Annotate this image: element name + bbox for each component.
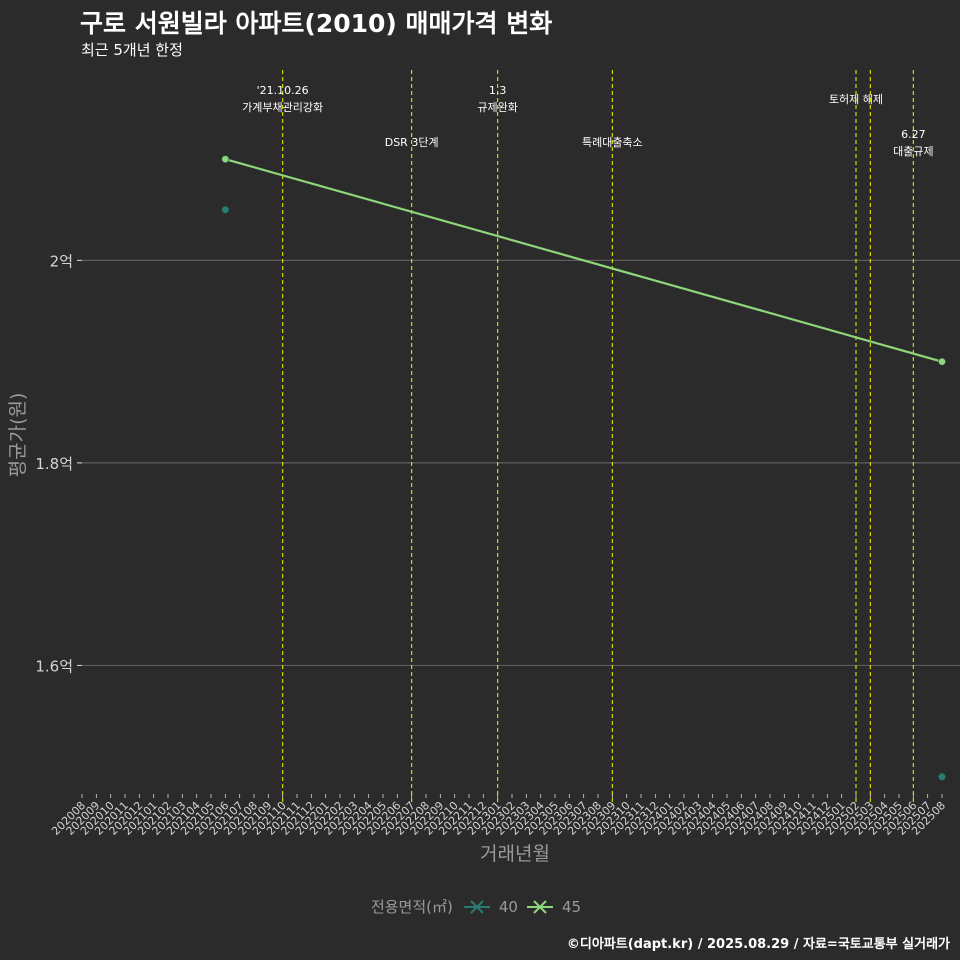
x-axis-ticks: 2020082020092020102020112020122021012021…	[49, 794, 948, 838]
y-tick-label-0: 1.6억	[35, 657, 73, 675]
event-label-2: 1.3	[489, 84, 507, 97]
legend-label-45: 45	[561, 897, 582, 916]
legend-label-40: 40	[498, 897, 518, 916]
data-point-40-1	[938, 772, 946, 781]
y-tick-label-2: 2억	[50, 252, 73, 270]
event-sublabel-6: 대출규제	[893, 145, 933, 158]
data-point-45-1	[938, 357, 946, 366]
chart-subtitle: 최근 5개년 한정	[81, 41, 183, 59]
series-marks	[221, 155, 946, 781]
event-label-4: 토허제 해제	[829, 92, 883, 106]
legend-item-45: 45	[526, 898, 581, 916]
event-label-0: '21.10.26	[257, 84, 309, 97]
event-sublabel-0: 가계부채관리강화	[242, 101, 323, 114]
series-line-45	[225, 158, 943, 363]
y-axis-label: 평균가(원)	[7, 393, 29, 478]
data-point-40-0	[221, 205, 230, 214]
event-label-6: 6.27	[901, 128, 926, 141]
legend-title: 전용면적(㎡)	[370, 898, 453, 916]
x-axis-label: 거래년월	[480, 843, 550, 865]
legend-key-45-icon	[526, 899, 553, 914]
event-label-3: 특례대출축소	[582, 136, 643, 149]
data-point-45-0	[221, 155, 230, 164]
legend-key-40-icon	[463, 899, 490, 914]
y-axis-ticks: 1.6억 1.8억 2억	[35, 252, 82, 675]
source-caption: ©디아파트(dapt.kr) / 2025.08.29 / 자료=국토교통부 실…	[566, 937, 950, 952]
event-sublabel-2: 규제완화	[477, 101, 517, 114]
chart-title: 구로 서원빌라 아파트(2010) 매매가격 변화	[80, 9, 553, 38]
legend-item-40: 40	[463, 898, 518, 916]
legend: 전용면적(㎡) 40 45	[0, 896, 960, 917]
event-label-1: DSR 3단계	[385, 136, 439, 149]
y-tick-label-1: 1.8억	[35, 455, 73, 473]
grid-lines	[77, 259, 960, 667]
